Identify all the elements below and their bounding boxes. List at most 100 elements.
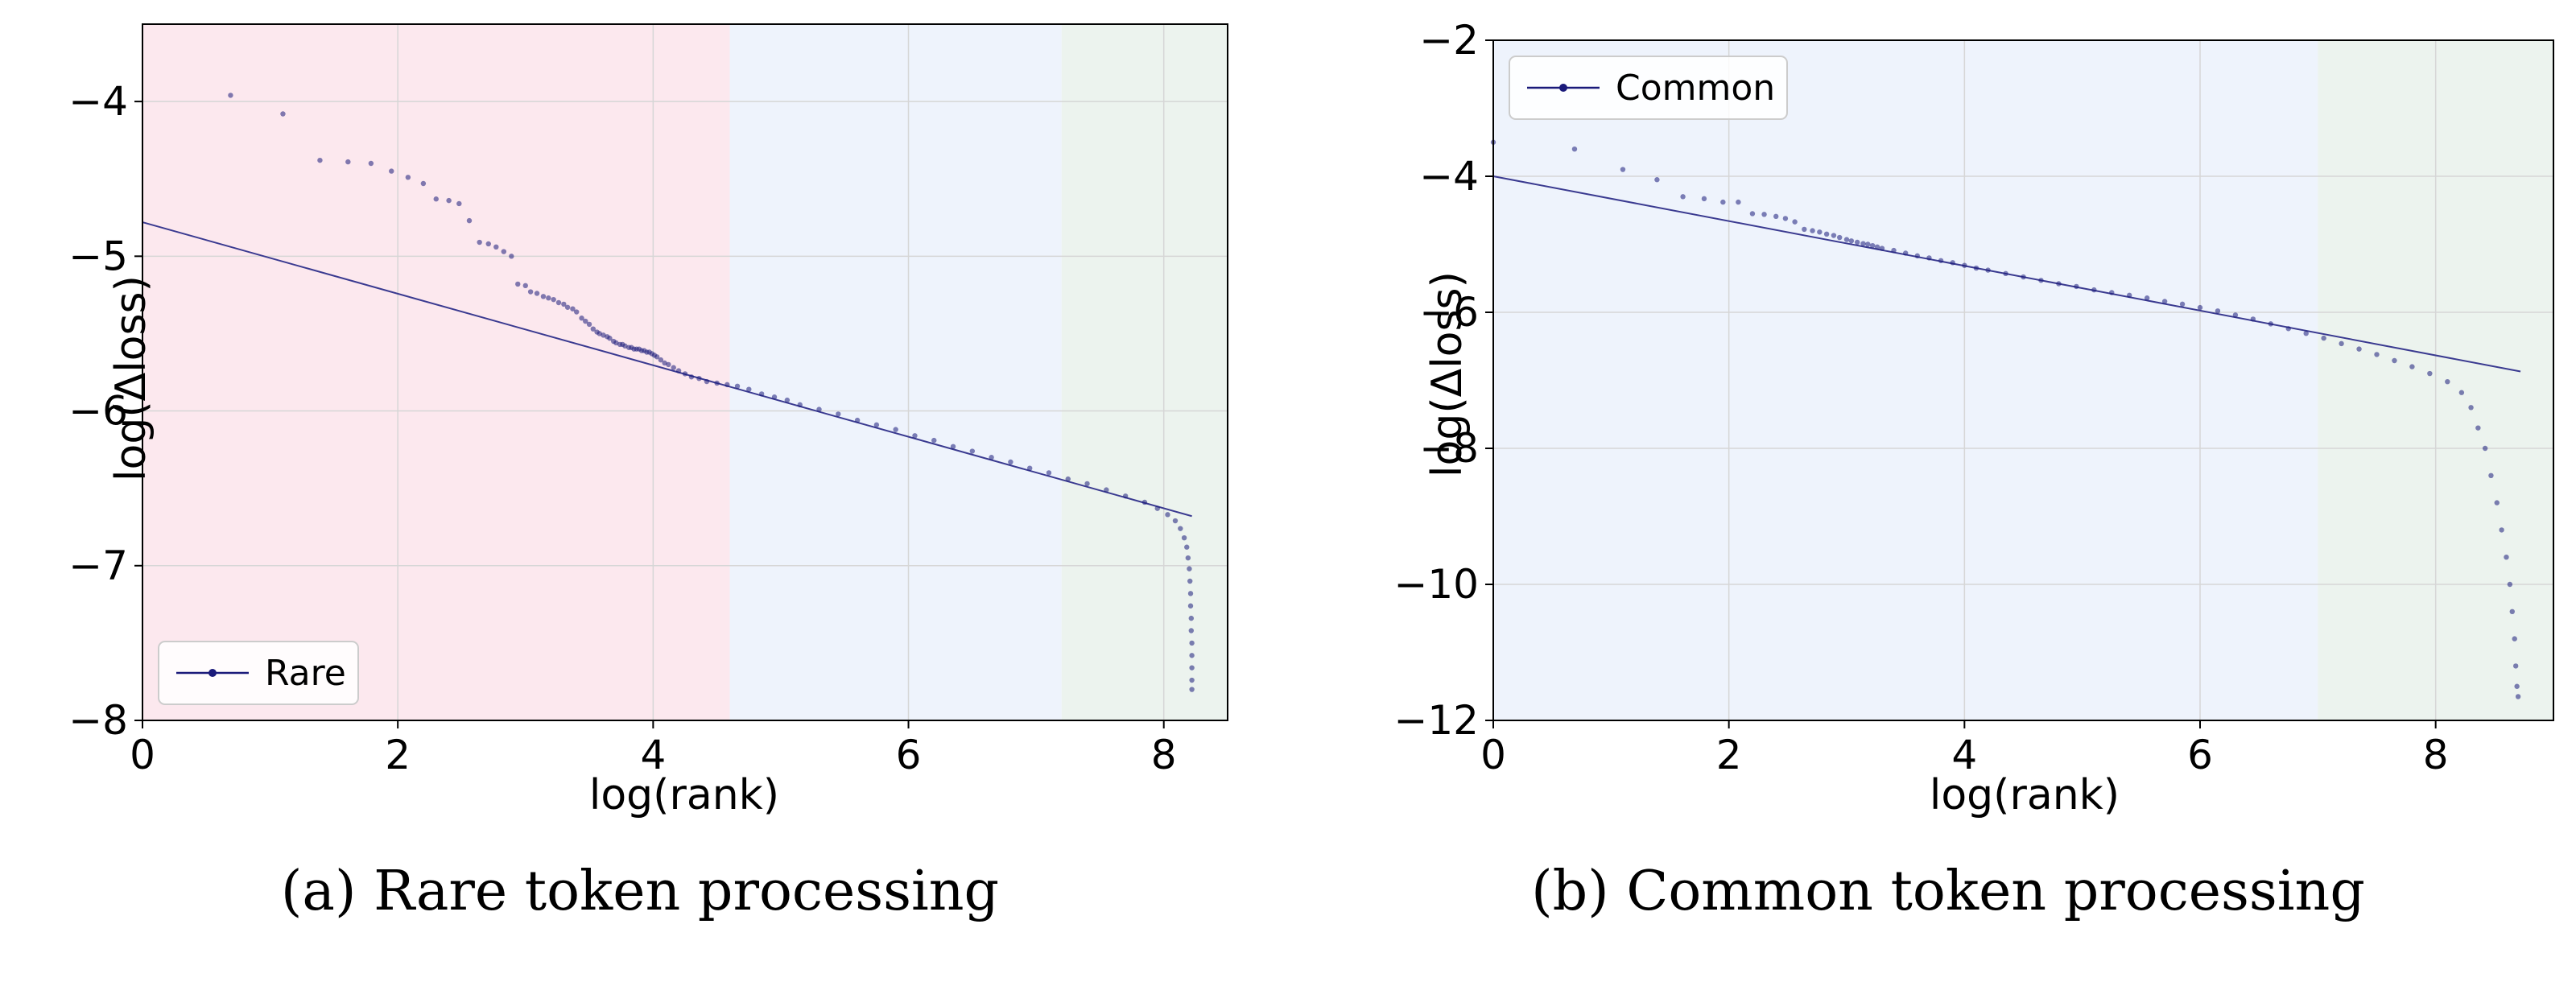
data-point [2512, 663, 2519, 669]
data-point [1571, 146, 1578, 152]
data-point [1026, 465, 1033, 471]
legend-label: Rare [265, 653, 346, 694]
data-point [1749, 211, 1756, 217]
data-point [574, 309, 580, 315]
data-point [1184, 544, 1190, 550]
y-tick-label: −4 [68, 78, 128, 125]
legend-marker [1559, 84, 1567, 92]
data-point [534, 291, 540, 296]
data-point [446, 197, 452, 204]
data-point [466, 217, 473, 224]
data-point [1701, 196, 1707, 202]
data-point [1874, 244, 1880, 250]
data-point [1810, 228, 1815, 233]
panel-b-ylabel: log(Δloss) [1423, 271, 1472, 477]
data-point [1187, 566, 1192, 571]
data-point [280, 111, 286, 117]
data-point [1950, 260, 1955, 266]
data-point [493, 244, 499, 250]
data-point [433, 196, 439, 202]
y-tick-label: −6 [68, 388, 128, 435]
data-point [1189, 665, 1195, 670]
data-point [714, 380, 720, 386]
data-point [555, 299, 562, 306]
data-point [586, 321, 592, 328]
data-point [1869, 242, 1876, 249]
data-point [1141, 499, 1148, 505]
data-point [485, 241, 491, 247]
data-point [1879, 246, 1885, 251]
x-tick-label: 6 [896, 732, 922, 778]
data-point [509, 254, 514, 259]
data-point [2250, 316, 2256, 322]
data-point [1654, 177, 1660, 183]
data-point [2285, 326, 2291, 332]
data-point [2512, 636, 2517, 642]
x-tick-label: 6 [2187, 732, 2213, 778]
legend-box [158, 641, 359, 705]
data-point [2161, 299, 2168, 304]
data-point [570, 306, 576, 312]
data-point [2232, 312, 2239, 318]
data-point [2515, 694, 2521, 699]
x-tick-label: 2 [385, 732, 411, 778]
data-point [1189, 687, 1195, 692]
data-point [1938, 258, 1944, 263]
data-point [2268, 321, 2273, 327]
region-band-0 [142, 24, 730, 720]
axes-frame [142, 23, 1228, 721]
data-point [420, 180, 427, 187]
data-point [1817, 229, 1823, 235]
data-point [477, 239, 482, 246]
data-point [1065, 476, 1071, 482]
data-point [696, 375, 702, 382]
data-point [2356, 346, 2362, 352]
data-point [758, 391, 765, 397]
y-tick-label: −8 [68, 697, 128, 744]
data-point [671, 365, 676, 370]
data-point [1773, 213, 1779, 220]
region-band-1 [729, 24, 1062, 720]
data-point [1891, 247, 1897, 254]
data-point [522, 283, 528, 289]
data-point [682, 371, 688, 377]
data-point [1181, 534, 1187, 541]
data-point [2494, 500, 2500, 505]
data-point [515, 281, 521, 287]
data-point [969, 448, 976, 454]
region-band-2 [1061, 24, 1228, 720]
data-point [784, 397, 791, 403]
data-point [1823, 231, 1830, 237]
data-point [2056, 281, 2062, 287]
fit-line [142, 221, 1192, 518]
data-point [1720, 199, 1726, 205]
data-point [1985, 267, 1991, 273]
data-point [1189, 640, 1195, 646]
data-point [1831, 233, 1837, 238]
y-tick-label: −2 [1419, 17, 1479, 64]
data-point [551, 296, 556, 303]
y-tick-label: −5 [68, 233, 128, 279]
data-point [2179, 301, 2186, 307]
data-point [1843, 237, 1850, 242]
data-point [950, 444, 956, 449]
legend-label: Common [1616, 68, 1775, 109]
data-point [2109, 290, 2115, 295]
data-point [2374, 352, 2380, 357]
data-point [2321, 335, 2326, 341]
data-point [771, 394, 778, 400]
data-point [1782, 216, 1789, 221]
data-point [2021, 274, 2026, 280]
data-point [2468, 405, 2474, 411]
data-point [228, 93, 233, 98]
data-point [389, 168, 394, 174]
panel-a-ylabel: log(Δloss) [107, 275, 155, 481]
data-point [1172, 518, 1179, 524]
data-point [1680, 194, 1686, 200]
data-point [561, 301, 567, 307]
data-point [1865, 241, 1871, 247]
x-tick-label: 2 [1716, 732, 1742, 778]
data-point [688, 374, 695, 380]
x-tick-label: 4 [1951, 732, 1977, 778]
data-point [2427, 370, 2433, 377]
